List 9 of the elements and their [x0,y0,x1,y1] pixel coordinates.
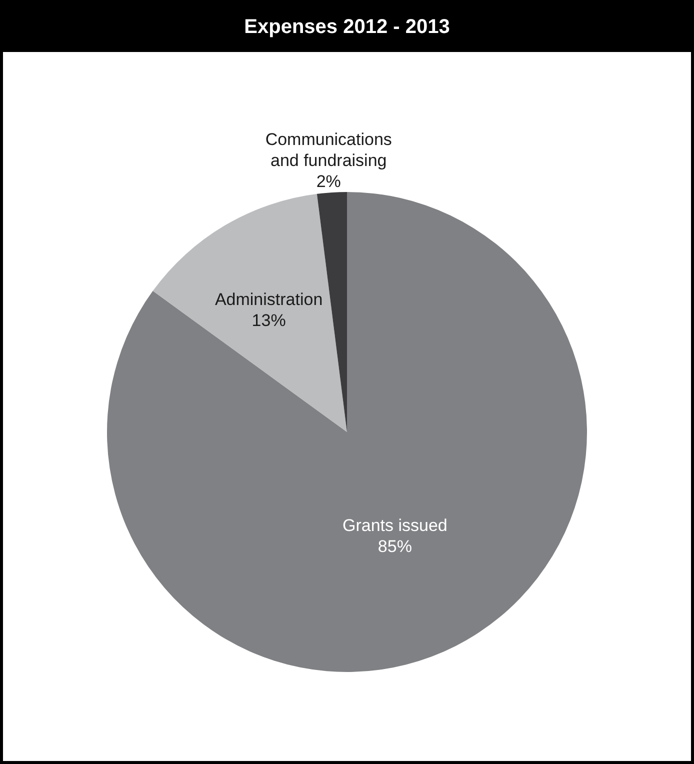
slice-label: Communications and fundraising [265,130,392,170]
pie-slice [107,192,587,672]
pie-slice [152,194,347,432]
slice-label: Administration [214,290,323,309]
data-label: 13% [252,310,286,330]
slice-label: Grants issued [342,516,448,536]
data-label: 85% [378,537,412,556]
chart-title: Expenses 2012 - 2013 [244,16,450,38]
data-label: 2% [316,172,341,191]
